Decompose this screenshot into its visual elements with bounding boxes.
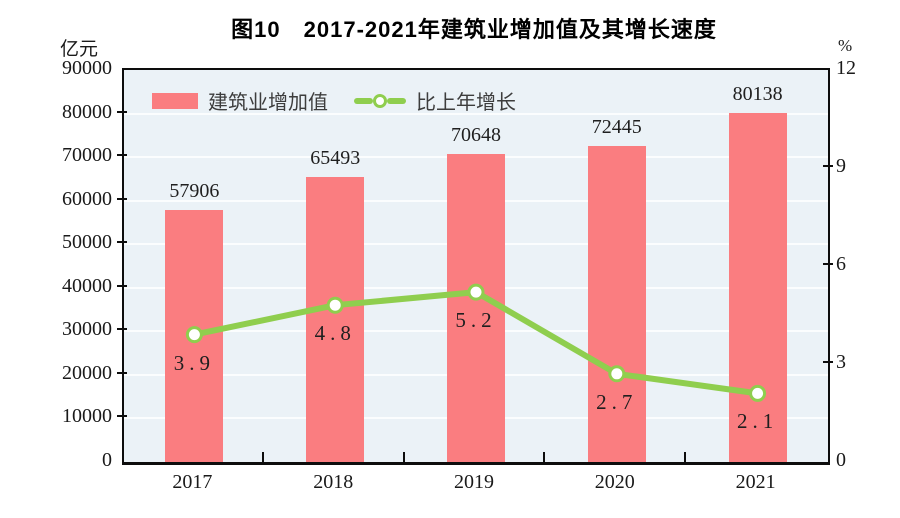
line-swatch-segment <box>354 97 373 104</box>
left-axis-tick-label: 0 <box>102 449 112 471</box>
line-marker-icon <box>608 365 626 383</box>
right-axis-tick-mark <box>823 165 833 167</box>
chart-legend: 建筑业增加值 比上年增长 <box>152 86 516 115</box>
bar-series-label: 建筑业增加值 <box>208 92 328 114</box>
left-axis-tick-label: 20000 <box>62 361 112 384</box>
left-axis-tick-label: 30000 <box>62 318 112 341</box>
x-axis-tick-mark <box>543 452 546 462</box>
x-axis-category-label: 2020 <box>594 471 635 493</box>
line-series-swatch <box>354 93 406 109</box>
x-axis-tick-mark <box>684 452 687 462</box>
left-axis-tick-mark <box>117 154 127 157</box>
right-axis-tick-label: 6 <box>836 253 846 275</box>
line-marker-icon <box>185 326 203 344</box>
line-swatch-segment <box>387 97 406 104</box>
growth-line-chart <box>185 283 767 402</box>
left-axis-tick-mark <box>117 241 127 244</box>
bar-value-label: 72445 <box>591 116 642 139</box>
left-axis-tick-label: 50000 <box>62 231 112 254</box>
line-value-label: 4.8 <box>314 321 356 346</box>
line-marker-icon <box>326 296 344 314</box>
x-axis-tick-mark <box>402 452 405 462</box>
line-swatch-marker-icon <box>373 93 387 108</box>
bar-series-swatch <box>152 92 198 109</box>
line-value-label: 2.1 <box>736 409 779 434</box>
left-axis-tick-label: 40000 <box>62 274 112 297</box>
bar-2019 <box>447 154 505 462</box>
left-axis-tick-label: 60000 <box>62 187 112 210</box>
x-axis-category-label: 2019 <box>453 471 494 493</box>
legend-item-bar: 建筑业增加值 <box>152 86 328 115</box>
bar-value-label: 70648 <box>450 124 501 147</box>
right-axis-tick-mark <box>823 263 833 265</box>
line-value-label: 2.7 <box>596 389 638 414</box>
x-axis-category-label: 2018 <box>313 471 354 493</box>
left-axis-tick-label: 90000 <box>62 57 112 79</box>
line-marker-icon <box>467 283 485 301</box>
bar-value-label: 65493 <box>310 146 361 169</box>
x-axis-category-label: 2021 <box>735 471 776 493</box>
left-axis-tick-mark <box>117 284 127 287</box>
left-axis-tick-label: 80000 <box>62 100 112 123</box>
line-value-label: 5.2 <box>455 308 497 333</box>
left-axis-tick-label: 70000 <box>62 144 112 167</box>
bar-2020 <box>587 146 646 462</box>
line-series-label: 比上年增长 <box>416 92 516 114</box>
bar-2021 <box>728 112 787 462</box>
line-value-label: 3.9 <box>173 350 216 375</box>
right-axis-tick-label: 0 <box>836 449 846 471</box>
legend-item-line: 比上年增长 <box>354 86 516 115</box>
left-axis-tick-mark <box>117 328 127 331</box>
left-axis-tick-label: 10000 <box>62 405 112 428</box>
left-axis-tick-mark <box>117 415 127 418</box>
left-axis-tick-mark <box>117 197 127 200</box>
left-axis-tick-mark <box>117 371 127 374</box>
right-axis-unit-label: % <box>838 36 853 55</box>
left-axis-unit-label: 亿元 <box>60 39 99 60</box>
right-axis-tick-label: 12 <box>836 57 856 79</box>
line-marker-icon <box>749 384 767 402</box>
right-axis-tick-label: 3 <box>836 351 846 373</box>
chart-title: 图10 2017-2021年建筑业增加值及其增长速度 <box>231 17 717 42</box>
x-axis-category-label: 2017 <box>172 471 213 493</box>
left-axis-tick-mark <box>117 110 127 113</box>
bar-value-label: 57906 <box>169 179 220 202</box>
bar-2018 <box>306 176 365 462</box>
right-axis-tick-mark <box>823 361 833 363</box>
right-axis-tick-label: 9 <box>836 155 846 177</box>
plot-area: 建筑业增加值 比上年增长 57906 65493 70648 72445 80138 3.… <box>122 68 830 465</box>
x-axis-tick-mark <box>261 452 264 462</box>
bar-value-label: 80138 <box>732 82 783 105</box>
gridline <box>124 112 828 115</box>
